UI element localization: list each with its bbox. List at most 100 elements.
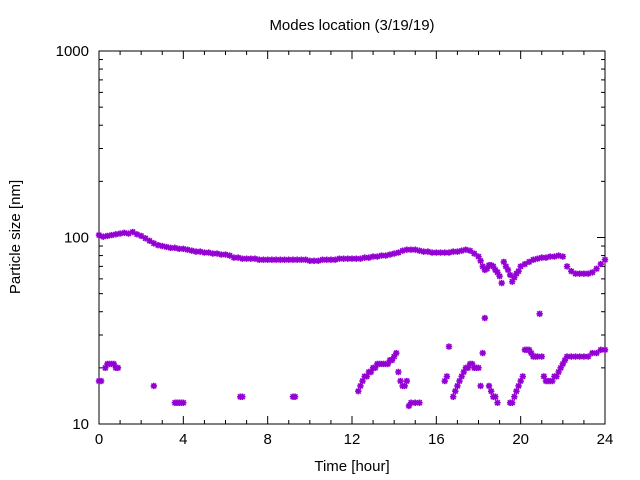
data-point: [576, 353, 583, 360]
axis-ticks: [98, 50, 606, 425]
data-point: [285, 256, 292, 263]
data-point: [390, 250, 398, 257]
data-point: [104, 232, 111, 240]
data-point: [420, 248, 427, 255]
data-point: [298, 256, 305, 263]
data-point: [102, 364, 109, 372]
data-point: [549, 377, 556, 385]
data-point: [393, 349, 400, 357]
data-point: [125, 230, 132, 237]
data-point: [589, 349, 596, 357]
data-point: [121, 229, 128, 236]
data-point: [517, 263, 524, 270]
data-point: [445, 343, 453, 350]
data-point: [239, 393, 246, 400]
data-point: [272, 256, 280, 263]
data-point: [323, 256, 330, 263]
data-point: [479, 263, 486, 270]
data-point: [580, 353, 588, 360]
data-point: [475, 253, 482, 260]
data-point: [192, 248, 200, 255]
data-point: [551, 253, 558, 260]
data-point: [597, 260, 604, 268]
data-point: [511, 274, 518, 281]
data-point: [268, 256, 276, 263]
data-point: [572, 353, 579, 360]
data-point: [557, 364, 564, 372]
data-point: [319, 256, 326, 263]
data-point: [146, 237, 153, 245]
data-point: [483, 265, 491, 272]
data-point: [213, 250, 221, 257]
data-point: [175, 245, 183, 252]
data-point: [445, 249, 453, 256]
data-point: [291, 393, 299, 400]
data-point: [277, 256, 284, 263]
data-point: [247, 255, 254, 262]
data-point: [593, 265, 600, 272]
data-point: [171, 244, 179, 252]
data-point: [110, 360, 117, 368]
y-tick-labels: 10 100 1000: [56, 43, 89, 433]
data-point: [361, 254, 368, 261]
data-point: [456, 377, 463, 385]
data-point: [365, 254, 373, 261]
data-point: [395, 368, 402, 376]
data-point: [437, 249, 444, 256]
data-point: [416, 247, 423, 254]
data-point: [137, 232, 145, 240]
data-point: [471, 250, 478, 257]
data-point: [563, 353, 571, 360]
data-point: [403, 246, 411, 253]
x-tick-label: 12: [344, 431, 361, 448]
data-point: [188, 247, 195, 254]
data-point: [384, 360, 392, 368]
data-point: [378, 252, 385, 259]
data-point: [450, 248, 457, 255]
data-point: [159, 242, 166, 250]
data-point: [133, 231, 141, 238]
data-point: [142, 235, 149, 242]
data-point: [601, 256, 609, 263]
data-point: [458, 373, 465, 380]
data-point: [515, 267, 522, 275]
data-point: [576, 270, 583, 277]
data-point: [416, 399, 423, 406]
data-point: [580, 270, 588, 277]
x-tick-label: 20: [512, 431, 529, 448]
data-point: [201, 249, 208, 256]
data-point: [538, 254, 545, 261]
data-point: [542, 254, 550, 261]
data-point: [205, 249, 212, 256]
data-point: [256, 256, 263, 263]
data-point: [251, 255, 259, 262]
data-point: [525, 346, 533, 353]
x-tick-label: 4: [179, 431, 187, 448]
data-point: [264, 256, 271, 263]
data-point: [390, 353, 398, 360]
data-point: [458, 247, 465, 254]
chart-title: Modes location (3/19/19): [269, 17, 434, 34]
data-point: [382, 252, 389, 259]
data-point: [154, 241, 162, 249]
data-point: [108, 231, 115, 239]
data-point: [129, 228, 136, 236]
data-point: [546, 253, 554, 260]
data-point: [397, 377, 404, 385]
data-point: [395, 249, 402, 256]
x-tick-label: 8: [263, 431, 271, 448]
data-point: [589, 269, 596, 276]
data-point: [150, 382, 158, 390]
data-point: [534, 255, 541, 262]
data-point: [428, 249, 436, 256]
data-point: [452, 387, 459, 395]
data-point: [464, 364, 472, 372]
data-point: [496, 273, 503, 280]
data-point: [289, 256, 297, 263]
data-point: [116, 230, 124, 237]
data-point: [407, 246, 415, 253]
data-point: [114, 364, 122, 372]
data-point: [180, 399, 187, 406]
data-point: [528, 349, 535, 357]
